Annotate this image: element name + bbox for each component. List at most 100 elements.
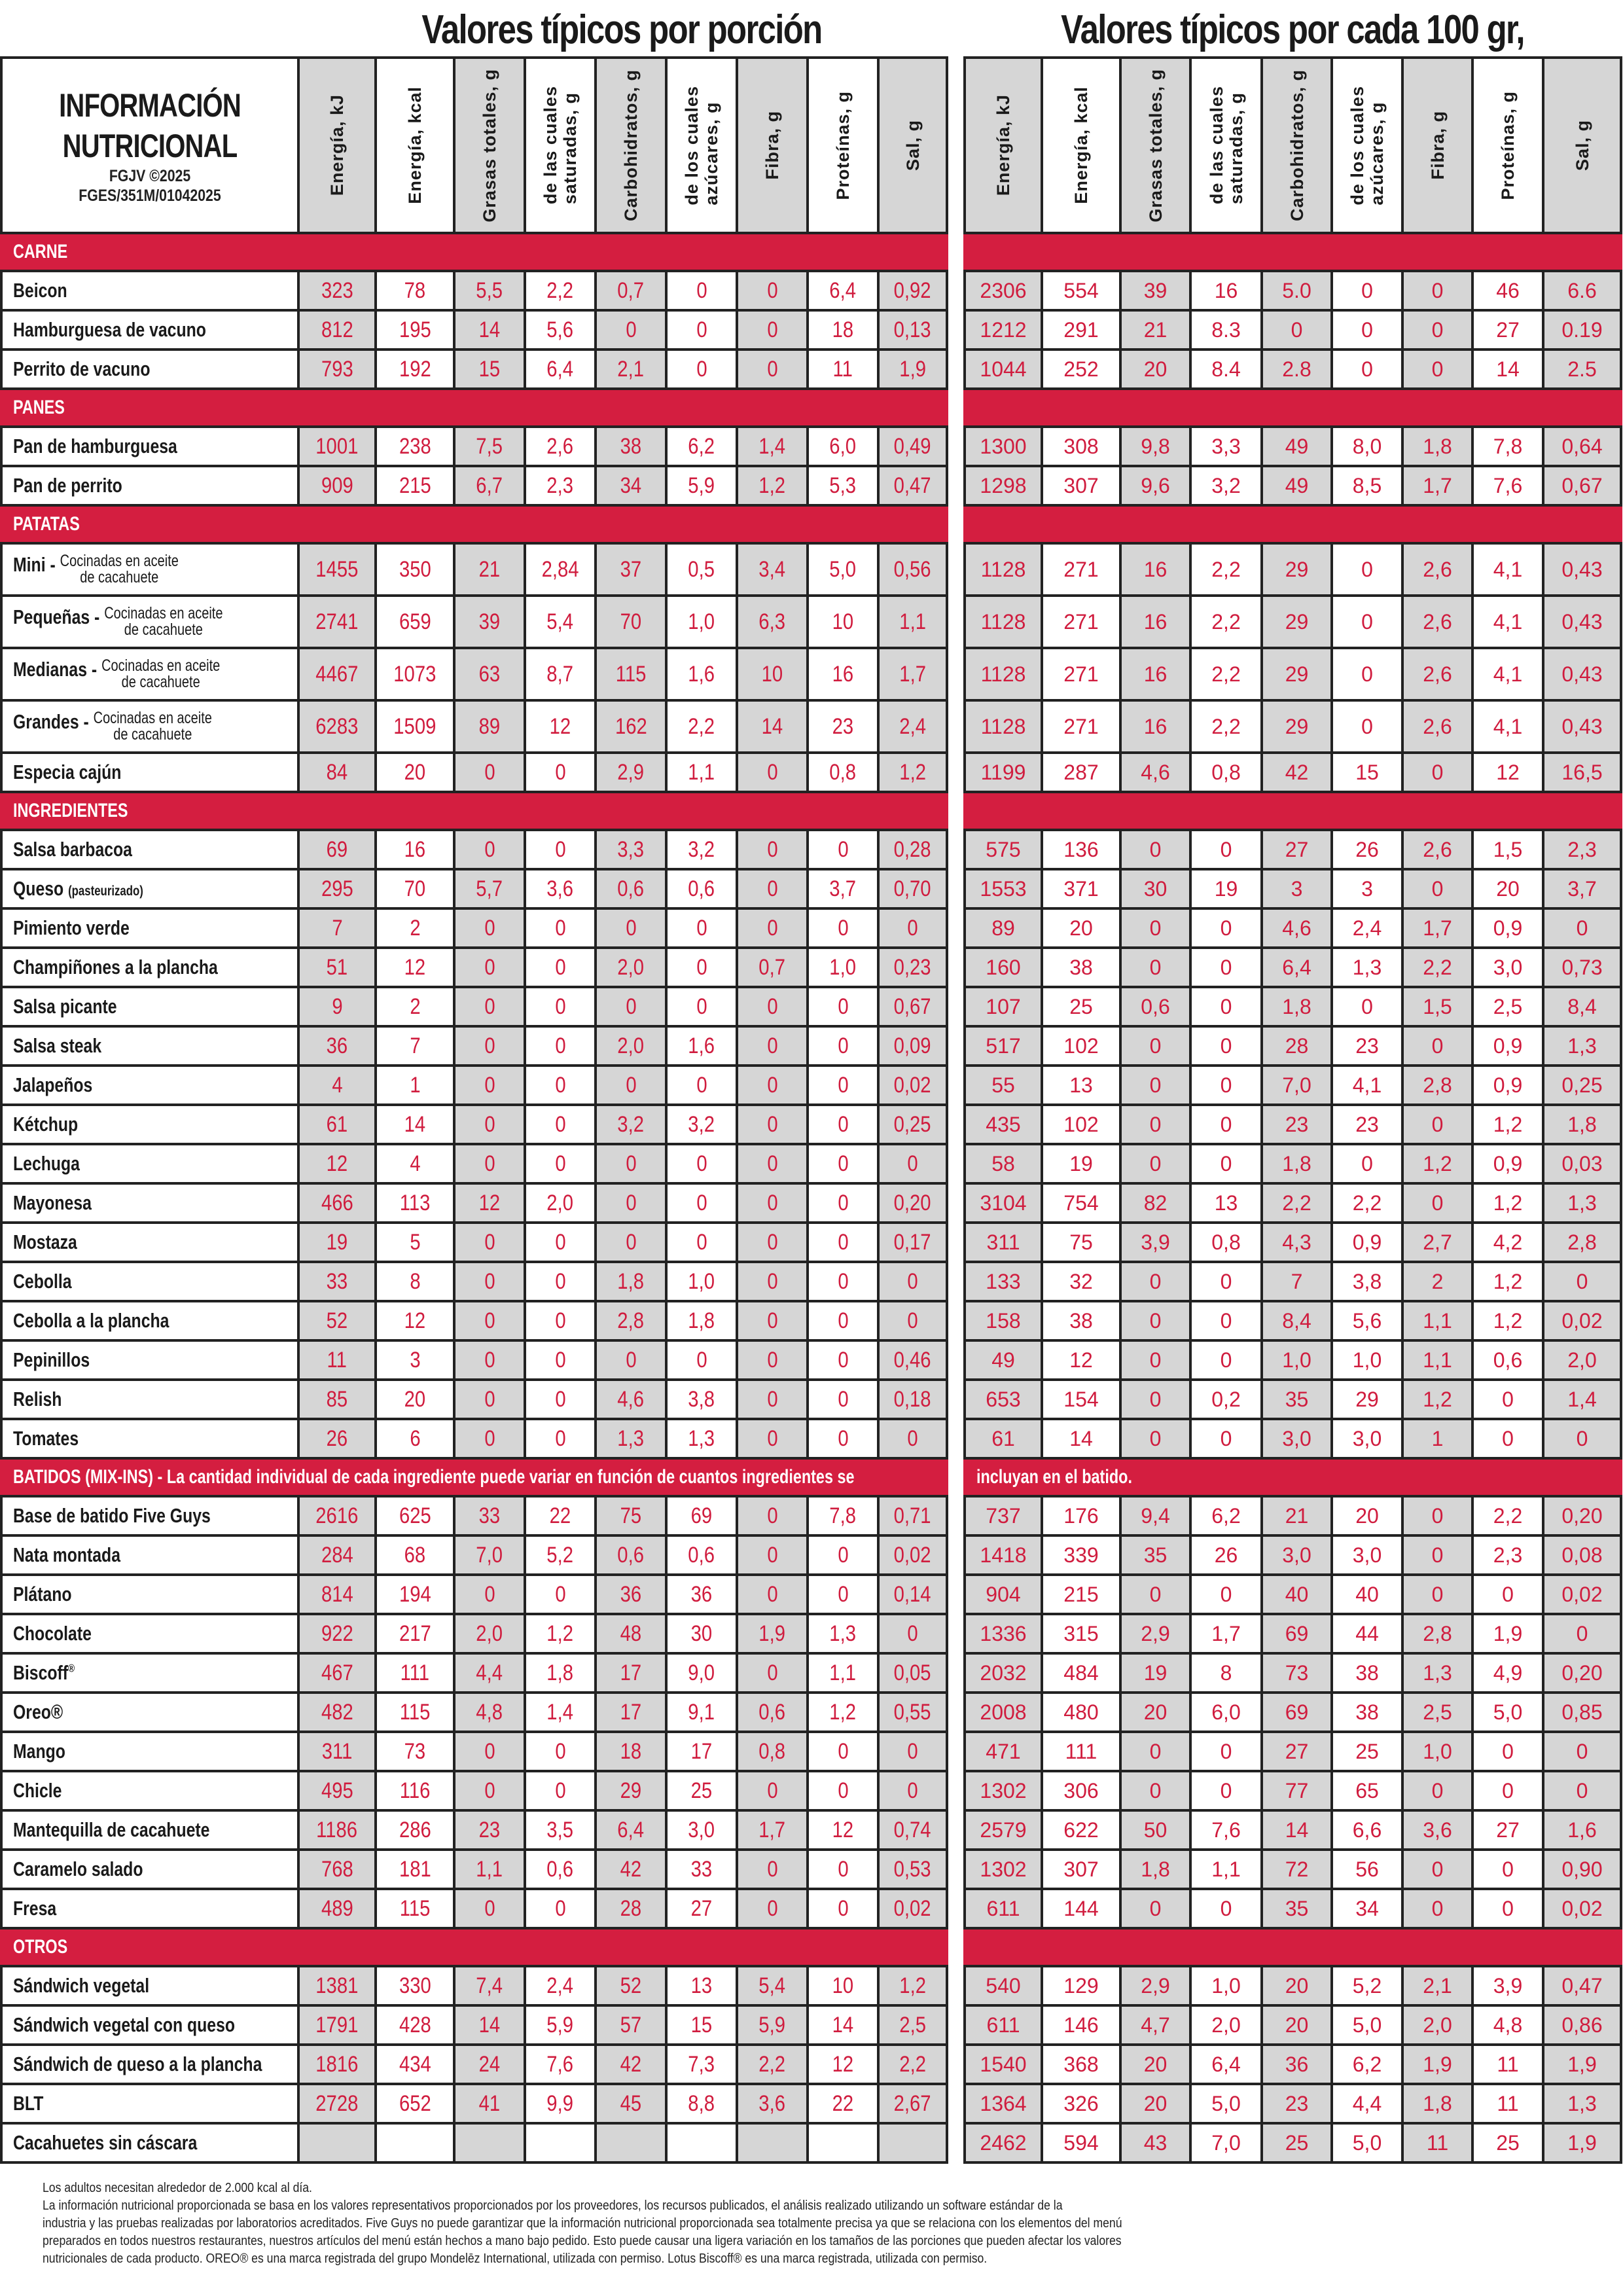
value: 6,0 xyxy=(829,433,857,459)
value-cell: 38 xyxy=(1041,1300,1122,1342)
value: 0 xyxy=(1361,662,1373,686)
value-cell: 238 xyxy=(374,425,455,467)
value: 8,5 xyxy=(1352,473,1382,497)
value-cell: 0 xyxy=(1189,946,1263,988)
value: 1,0 xyxy=(688,609,715,634)
value-cell: 7,6 xyxy=(524,2043,597,2085)
value-cell: 2,2 xyxy=(1260,1182,1333,1224)
value-cell: 754 xyxy=(1041,1182,1122,1224)
value: 922 xyxy=(321,1621,353,1646)
value: 38 xyxy=(620,433,642,459)
value: 0 xyxy=(837,1229,849,1255)
table-row: Salsa picante 9 2 0 0 0 0 0 0 0,67 xyxy=(0,986,948,1028)
value: 1044 xyxy=(980,357,1027,381)
value-cell: 0 xyxy=(736,1025,809,1067)
value: 2,2 xyxy=(1211,609,1241,634)
value-cell: 554 xyxy=(1041,270,1122,312)
value: 0 xyxy=(837,1072,849,1098)
value-cell: 0,6 xyxy=(665,868,738,910)
value: 52 xyxy=(620,1973,642,1998)
value-cell: 1,3 xyxy=(1542,1025,1622,1067)
item-name-text: Oreo® xyxy=(13,1700,63,1723)
value: 0 xyxy=(1361,994,1373,1018)
item-name: Lechuga xyxy=(13,1152,80,1175)
value: 1,0 xyxy=(688,1268,715,1294)
item-name-cell: Hamburguesa de vacuno xyxy=(0,309,300,351)
value: 33 xyxy=(690,1856,713,1882)
value: 1,9 xyxy=(758,1621,786,1646)
value-cell: 0 xyxy=(1119,1143,1192,1185)
column-header-label: Energía, kJ xyxy=(327,94,347,196)
value-cell: 10 xyxy=(806,594,880,649)
value: 35 xyxy=(1285,1896,1309,1920)
value-cell: 0 xyxy=(806,1025,880,1067)
value: 0 xyxy=(1502,1739,1514,1763)
value: 0 xyxy=(484,1229,495,1255)
value: 2,6 xyxy=(1423,714,1452,738)
value: 1,2 xyxy=(829,1699,857,1725)
value-cell: 0,2 xyxy=(1189,1378,1263,1420)
value: 4,8 xyxy=(476,1699,503,1725)
item-name: Mini - Cocinadas en aceite de cacahuete xyxy=(13,553,179,586)
value-cell: 1199 xyxy=(963,751,1043,793)
value-cell: 21 xyxy=(1260,1495,1333,1537)
value-cell: 0,43 xyxy=(1542,594,1622,649)
value: 33 xyxy=(478,1503,501,1528)
value: 0,25 xyxy=(894,1111,931,1137)
value-cell: 0 xyxy=(594,1221,668,1263)
value: 30 xyxy=(1143,876,1168,901)
value: 0 xyxy=(837,1856,849,1882)
value: 0 xyxy=(484,1347,495,1372)
value: 73 xyxy=(404,1738,426,1764)
value-cell: 181 xyxy=(374,1848,455,1890)
value: 554 xyxy=(1063,278,1099,302)
value: 35 xyxy=(1143,1543,1168,1567)
column-header-label: de las cuales saturadas, g xyxy=(1206,86,1246,205)
item-name-text: Biscoff xyxy=(13,1661,69,1684)
value: 1336 xyxy=(980,1621,1027,1645)
value: 2306 xyxy=(980,278,1027,302)
item-name-cell: Salsa steak xyxy=(0,1025,300,1067)
value: 0,8 xyxy=(1211,1230,1241,1254)
value: 154 xyxy=(1063,1387,1099,1411)
value-cell: 15 xyxy=(665,2004,738,2046)
item-name-qualifier: (pasteurizado) xyxy=(68,884,143,899)
value: 5,7 xyxy=(476,876,503,901)
value: 1 xyxy=(409,1072,421,1098)
value: 1300 xyxy=(980,434,1027,458)
item-name-cell: Kétchup xyxy=(0,1103,300,1145)
value-cell: 0 xyxy=(665,986,738,1028)
value-cell: 5,2 xyxy=(1330,1965,1404,2007)
value-cell: 428 xyxy=(374,2004,455,2046)
value-cell: 13 xyxy=(665,1965,738,2007)
item-name-cell: Chicle xyxy=(0,1770,300,1812)
value-cell: 1,4 xyxy=(1542,1378,1622,1420)
value-cell: 4467 xyxy=(297,647,377,702)
value: 2,7 xyxy=(1423,1230,1452,1254)
value: 0 xyxy=(837,1581,849,1607)
value-cell: 0 xyxy=(524,907,597,949)
value: 36 xyxy=(620,1581,642,1607)
value: 9,1 xyxy=(688,1699,715,1725)
value: 158 xyxy=(986,1308,1021,1333)
value-cell: 1,0 xyxy=(1401,1731,1474,1772)
value: 0,02 xyxy=(894,1542,931,1568)
value-cell: 8,8 xyxy=(665,2083,738,2125)
value: 21 xyxy=(1285,1503,1309,1528)
value-cell: 2,9 xyxy=(1119,1965,1192,2007)
value-cell: 0,55 xyxy=(877,1691,948,1733)
value-cell: 7,6 xyxy=(1471,465,1544,507)
value: 69 xyxy=(1285,1700,1309,1724)
value: 0 xyxy=(1220,1426,1232,1450)
value: 0,86 xyxy=(1561,2013,1603,2037)
value-cell: 14 xyxy=(806,2004,880,2046)
value: 0,47 xyxy=(1561,1973,1603,1998)
value: 1,2 xyxy=(899,1973,926,1998)
item-name: Sándwich de queso a la plancha xyxy=(13,2053,262,2076)
value: 2,5 xyxy=(1493,994,1523,1018)
value-cell: 2032 xyxy=(963,1652,1043,1694)
value: 1128 xyxy=(980,662,1026,686)
value: 2.8 xyxy=(1282,357,1311,381)
value: 1,2 xyxy=(899,759,926,785)
item-name-text: Pan de hamburguesa xyxy=(13,435,177,457)
